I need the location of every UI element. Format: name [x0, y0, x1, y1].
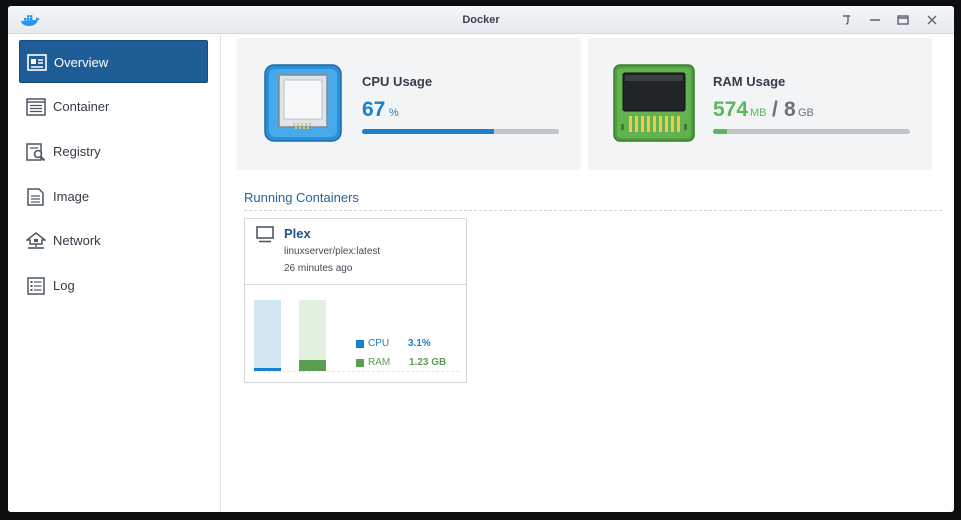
docker-whale-icon	[21, 15, 40, 26]
cpu-usage-value: 67	[362, 98, 386, 121]
sidebar-item-overview[interactable]: Overview	[19, 40, 208, 83]
image-icon	[27, 188, 44, 206]
sidebar: Overview Container Registry	[8, 35, 221, 512]
ram-usage-title: RAM Usage	[713, 74, 786, 89]
ram-used-unit: MB	[750, 107, 767, 119]
ram-usage-card: RAM Usage 574 MB / 8 GB	[588, 38, 932, 170]
sidebar-item-log[interactable]: Log	[19, 264, 208, 307]
sidebar-item-image[interactable]: Image	[19, 175, 208, 218]
cpu-mini-bar-fill	[254, 368, 281, 371]
cpu-legend-label: CPU	[368, 338, 390, 349]
card-baseline	[253, 371, 459, 372]
title-bar: Docker	[8, 6, 954, 34]
sidebar-item-label: Registry	[53, 144, 101, 159]
window-title: Docker	[462, 14, 500, 26]
ram-used-value: 574	[713, 98, 749, 121]
container-card-plex[interactable]: Plex linuxserver/plex:latest 26 minutes …	[244, 218, 467, 383]
ram-legend-value: 1.23 GB	[409, 357, 447, 368]
container-uptime: 26 minutes ago	[284, 263, 353, 274]
section-divider	[244, 210, 942, 211]
sidebar-item-container[interactable]: Container	[19, 85, 208, 128]
docker-window: Docker Overview	[8, 6, 954, 512]
ram-total-value: 8	[784, 98, 796, 121]
cpu-legend-swatch	[356, 340, 364, 348]
cpu-legend-value: 3.1%	[408, 338, 431, 349]
ram-mini-bar	[299, 300, 326, 371]
log-icon	[27, 277, 45, 295]
cpu-usage-card: CPU Usage 67 %	[237, 38, 581, 170]
cpu-mini-bar	[254, 300, 281, 371]
cpu-usage-bar-fill	[362, 129, 494, 134]
minimize-icon[interactable]	[868, 13, 882, 27]
ram-total-unit: GB	[798, 107, 814, 119]
maximize-icon[interactable]	[896, 13, 910, 27]
running-containers-heading: Running Containers	[244, 190, 359, 205]
sidebar-item-label: Overview	[54, 55, 109, 70]
container-name: Plex	[284, 226, 311, 241]
sidebar-item-label: Image	[53, 189, 90, 204]
cpu-usage-unit: %	[389, 107, 399, 119]
container-image: linuxserver/plex:latest	[284, 246, 381, 257]
main-content: CPU Usage 67 %	[222, 35, 954, 512]
cpu-chip-icon	[264, 64, 342, 142]
ram-module-icon	[613, 64, 695, 142]
sidebar-item-label: Network	[53, 233, 101, 248]
ram-usage-bar	[713, 129, 910, 134]
overview-icon	[27, 54, 47, 71]
cpu-usage-title: CPU Usage	[362, 74, 433, 89]
sidebar-item-network[interactable]: Network	[19, 219, 208, 262]
network-icon	[26, 232, 46, 249]
monitor-icon	[256, 226, 274, 243]
close-icon[interactable]	[925, 13, 939, 27]
ram-legend-label: RAM	[368, 357, 391, 368]
cpu-usage-bar	[362, 129, 559, 134]
sidebar-item-label: Log	[53, 278, 75, 293]
ram-legend-swatch	[356, 359, 364, 367]
container-card-header: Plex linuxserver/plex:latest 26 minutes …	[245, 219, 466, 285]
sidebar-item-registry[interactable]: Registry	[19, 130, 208, 173]
container-icon	[26, 98, 46, 116]
ram-separator: /	[772, 98, 778, 121]
ram-usage-bar-fill	[713, 129, 727, 134]
ram-mini-bar-fill	[299, 360, 326, 371]
pin-icon[interactable]	[840, 13, 854, 27]
sidebar-item-label: Container	[53, 99, 110, 114]
registry-icon	[26, 143, 46, 161]
